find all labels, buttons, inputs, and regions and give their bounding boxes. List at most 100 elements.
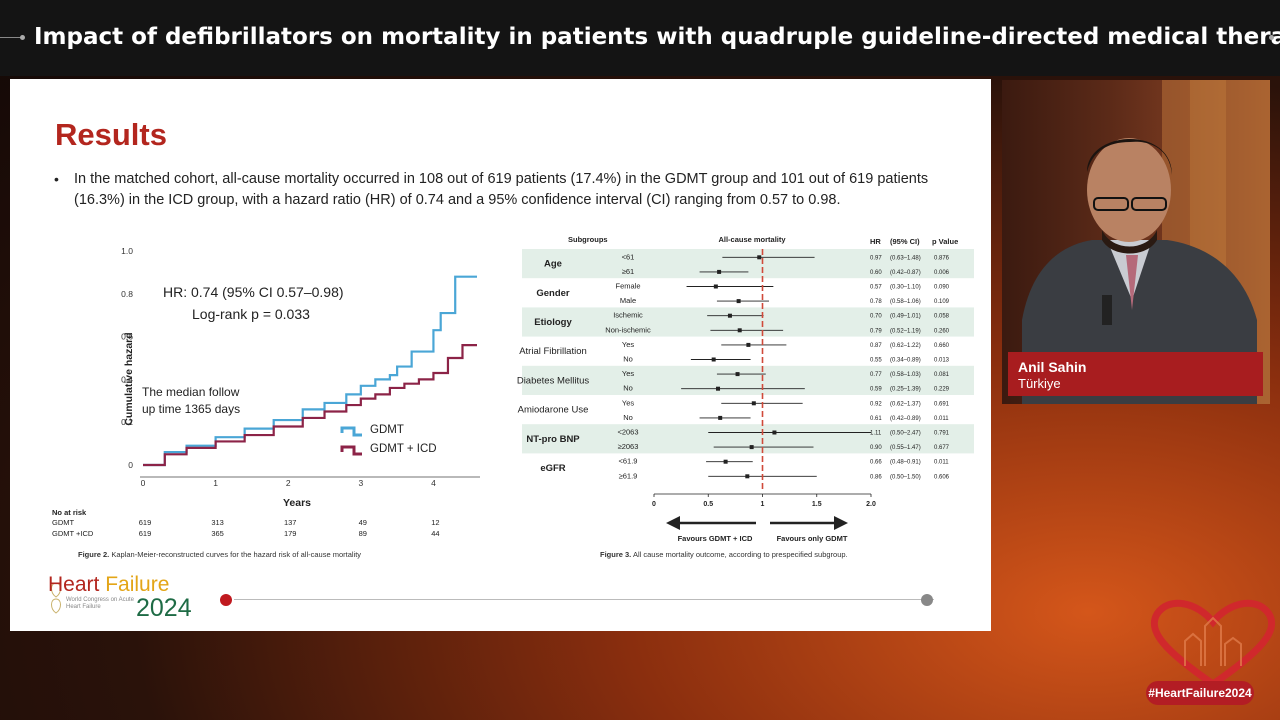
forest-group-name: Amiodarone Use: [518, 405, 589, 416]
forest-group-name: Gender: [536, 288, 570, 299]
km-y-tick: 1.0: [121, 246, 133, 256]
forest-hr-value: 0.59: [870, 387, 882, 393]
forest-p-value: 0.876: [934, 255, 950, 261]
km-risk-value: 49: [359, 518, 367, 527]
km-y-tick: 0.8: [121, 289, 133, 299]
forest-hr-value: 0.87: [870, 343, 882, 349]
forest-row-label: Yes: [622, 340, 634, 349]
km-risk-value: 313: [211, 518, 224, 527]
title-bar-dot-right: [1269, 35, 1274, 40]
forest-group-name: Etiology: [534, 317, 572, 328]
forest-group-band: [522, 307, 974, 337]
forest-col-title: All-cause mortality: [718, 235, 786, 244]
forest-hr-value: 0.61: [870, 416, 882, 422]
forest-x-ticks: 0 0.5 1 1.5 2.0: [652, 494, 876, 508]
congress-logo-year: 2024: [136, 594, 192, 622]
congress-logo-mark: [51, 582, 61, 614]
forest-x-tick: 0: [652, 501, 656, 508]
km-y-tick: 0.6: [121, 332, 133, 342]
favours-right-label: Favours only GDMT: [777, 534, 848, 543]
forest-row-label: ≥61: [622, 267, 634, 276]
forest-ci-value: (0.62–1.22): [890, 343, 921, 349]
km-x-tick: 3: [358, 478, 363, 488]
km-y-axis-label: Cumulative hazard: [123, 332, 135, 425]
forest-p-value: 0.260: [934, 328, 950, 334]
forest-group-band: [522, 365, 974, 395]
km-risk-value: 365: [211, 529, 224, 538]
forest-ci-value: (0.34–0.89): [890, 358, 921, 364]
favours-left-arrowhead: [666, 516, 680, 530]
hashtag-badge: #HeartFailure2024: [1146, 681, 1254, 705]
forest-row-label: <2063: [617, 428, 638, 437]
forest-point: [713, 284, 718, 289]
forest-ci-value: (0.63–1.48): [890, 255, 921, 261]
forest-point: [772, 430, 777, 435]
forest-group-band: [522, 424, 974, 454]
forest-row-label: Yes: [622, 398, 634, 407]
figure2-text: Kaplan-Meier-reconstructed curves for th…: [111, 550, 362, 559]
forest-point: [727, 313, 732, 318]
favours-right-arrowhead: [834, 516, 848, 530]
km-series-line-icd: [143, 344, 477, 467]
forest-row-label: No: [623, 384, 633, 393]
speaker-nameplate: Anil Sahin Türkiye: [1008, 352, 1263, 396]
forest-point: [745, 474, 750, 479]
figure2-label: Figure 2.: [78, 550, 110, 559]
forest-col-subgroups: Subgroups: [568, 235, 608, 244]
figure3-text: All cause mortality outcome, according t…: [632, 550, 848, 559]
forest-group-name: Diabetes Mellitus: [517, 375, 590, 386]
km-legend-icd: GDMT + ICD: [370, 443, 437, 455]
speaker-name: Anil Sahin: [1018, 359, 1087, 375]
forest-ci-value: (0.52–1.19): [890, 328, 921, 334]
km-series: [143, 275, 477, 467]
forest-p-value: 0.677: [934, 445, 950, 451]
km-y-tick: 0.4: [121, 374, 133, 384]
results-bullet: In the matched cohort, all-cause mortali…: [74, 171, 929, 208]
km-x-tick: 0: [141, 478, 146, 488]
figure3-caption: Figure 3. All cause mortality outcome, a…: [600, 550, 848, 559]
km-x-ticks: 0 1 2 3 4: [141, 478, 436, 488]
slide-footer-line: [234, 599, 934, 600]
forest-row-label: ≥61.9: [619, 471, 638, 480]
title-bar-line: [0, 37, 24, 38]
forest-ci-value: (0.55–1.47): [890, 445, 921, 451]
forest-col-ci: (95% CI): [890, 237, 920, 246]
forest-ci-value: (0.50–2.47): [890, 431, 921, 437]
forest-p-value: 0.606: [934, 474, 950, 480]
forest-p-value: 0.229: [934, 387, 950, 393]
forest-x-tick: 1: [761, 501, 765, 508]
forest-row-label: Male: [620, 296, 636, 305]
forest-p-value: 0.081: [934, 372, 950, 378]
forest-point: [757, 255, 762, 260]
km-x-tick: 4: [431, 478, 436, 488]
forest-hr-value: 0.70: [870, 314, 882, 320]
forest-ci-value: (0.58–1.03): [890, 372, 921, 378]
km-risk-label: GDMT: [52, 518, 74, 527]
congress-logo-text: Heart Failure: [48, 573, 170, 596]
slide-title: Results: [55, 117, 167, 152]
forest-x-tick: 0.5: [703, 501, 713, 508]
forest-ci-value: (0.48–0.91): [890, 460, 921, 466]
forest-ci-value: (0.62–1.37): [890, 401, 921, 407]
km-legend-swatch-gdmt: [340, 426, 362, 437]
forest-p-value: 0.011: [934, 460, 949, 466]
forest-ci-value: (0.49–1.01): [890, 314, 921, 320]
forest-group-name: Atrial Fibrillation: [519, 346, 587, 357]
km-risk-value: 619: [139, 529, 152, 538]
km-risk-value: 619: [139, 518, 152, 527]
forest-hr-value: 0.97: [870, 255, 882, 261]
km-x-tick: 2: [286, 478, 291, 488]
forest-point: [749, 445, 754, 450]
forest-row-label: No: [623, 355, 633, 364]
forest-plot: Subgroups All-cause mortality HR (95% CI…: [517, 235, 974, 543]
km-median-line2: up time 1365 days: [142, 402, 240, 416]
speaker-country: Türkiye: [1018, 376, 1061, 391]
figure3-label: Figure 3.: [600, 550, 632, 559]
forest-hr-value: 0.57: [870, 285, 882, 291]
forest-point: [735, 372, 740, 377]
forest-hr-value: 0.60: [870, 270, 882, 276]
forest-p-value: 0.013: [934, 358, 950, 364]
forest-point: [723, 459, 728, 464]
